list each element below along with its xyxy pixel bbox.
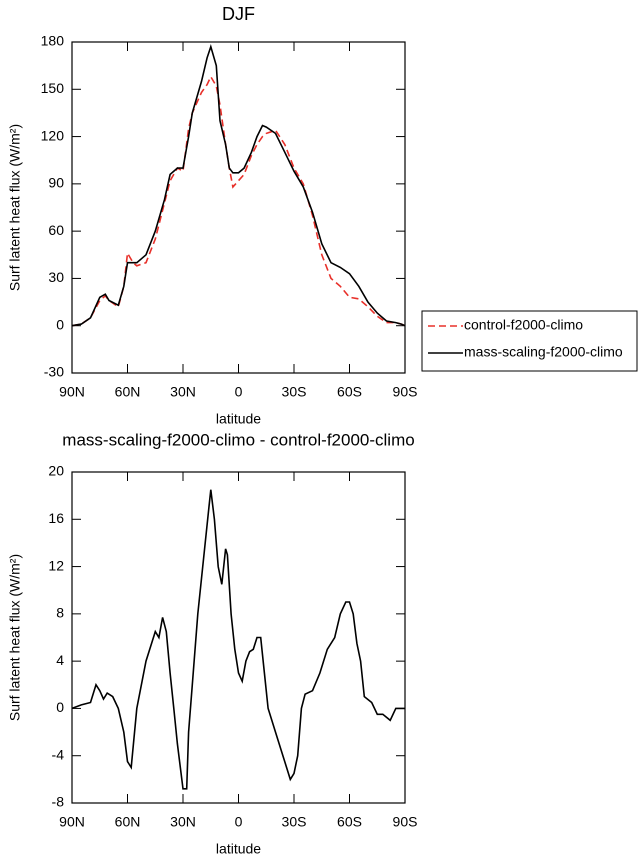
x-tick-label: 30S [282, 384, 307, 400]
y-tick-label: 4 [56, 652, 64, 668]
x-tick-label: 60N [115, 814, 141, 830]
y-tick-label: 30 [48, 269, 64, 285]
x-axis-label: latitude [216, 411, 261, 427]
y-tick-label: 60 [48, 222, 64, 238]
y-tick-label: 120 [41, 127, 65, 143]
x-tick-label: 60S [337, 384, 362, 400]
y-tick-label: 16 [48, 510, 64, 526]
legend-label: mass-scaling-f2000-climo [464, 344, 623, 360]
chart-title: mass-scaling-f2000-climo - control-f2000… [62, 430, 414, 449]
x-tick-label: 90N [59, 384, 85, 400]
y-axis-label: Surf latent heat flux (W/m²) [7, 554, 23, 721]
x-tick-label: 90N [59, 814, 85, 830]
y-tick-label: -30 [44, 364, 64, 380]
legend-label: control-f2000-climo [464, 317, 583, 333]
y-tick-label: 0 [56, 699, 64, 715]
y-axis-label: Surf latent heat flux (W/m²) [7, 124, 23, 291]
line [71, 44, 406, 327]
y-tick-label: 0 [56, 316, 64, 332]
x-tick-label: 90S [393, 814, 418, 830]
plot-frame [71, 471, 406, 804]
x-tick-label: 30N [170, 384, 196, 400]
y-tick-label: 90 [48, 175, 64, 191]
y-tick-label: 150 [41, 80, 65, 96]
x-tick-label: 30S [282, 814, 307, 830]
y-tick-label: -4 [52, 746, 65, 762]
y-tick-label: 12 [48, 557, 64, 573]
plot-frame [71, 41, 406, 374]
y-tick-label: 180 [41, 33, 65, 49]
x-tick-label: 60N [115, 384, 141, 400]
y-tick-label: 20 [48, 463, 64, 479]
x-tick-label: 60S [337, 814, 362, 830]
x-tick-label: 0 [235, 384, 243, 400]
y-tick-label: -8 [52, 794, 65, 810]
x-tick-label: 30N [170, 814, 196, 830]
line [71, 74, 406, 327]
x-tick-label: 90S [393, 384, 418, 400]
legend-box [421, 310, 638, 372]
x-tick-label: 0 [235, 814, 243, 830]
chart-title: DJF [222, 4, 255, 24]
x-axis-label: latitude [216, 841, 261, 857]
line [71, 489, 405, 790]
y-tick-label: 8 [56, 605, 64, 621]
